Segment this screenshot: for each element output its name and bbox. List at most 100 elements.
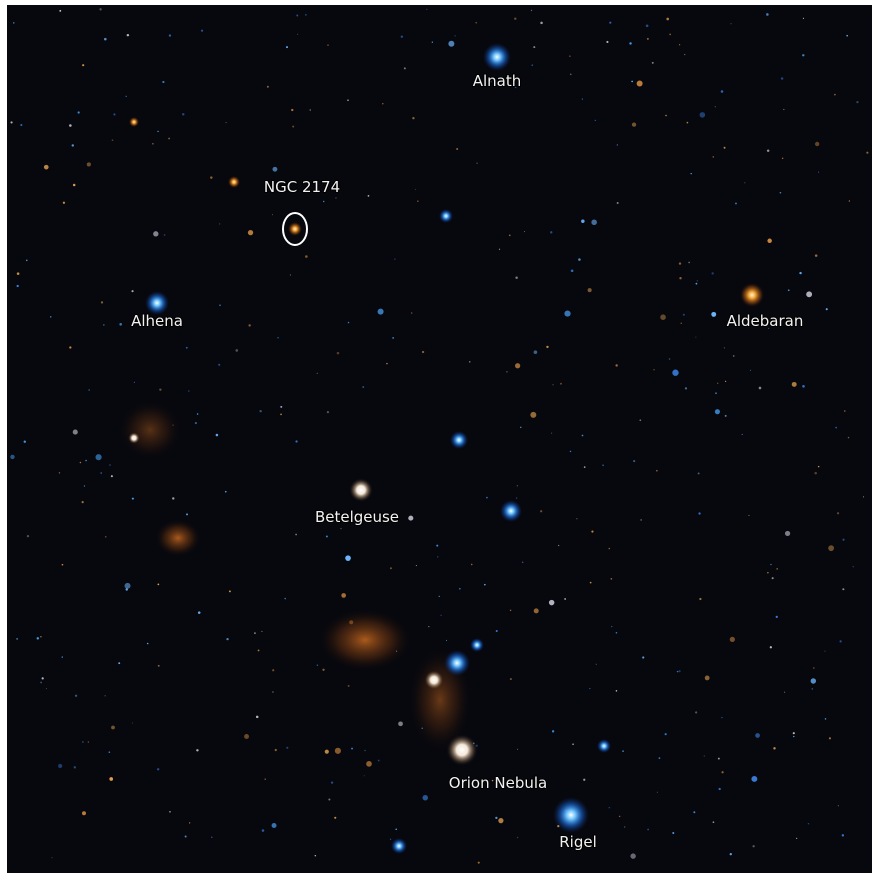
- faint-star: [697, 280, 698, 281]
- faint-star: [486, 497, 488, 499]
- faint-star: [596, 664, 597, 665]
- faint-star: [62, 564, 64, 566]
- faint-star: [803, 18, 804, 19]
- faint-star: [331, 782, 333, 784]
- faint-star: [423, 795, 428, 800]
- faint-star: [690, 173, 691, 174]
- faint-star: [696, 283, 698, 285]
- faint-star: [364, 750, 365, 751]
- star: [597, 739, 611, 753]
- faint-star: [564, 598, 566, 600]
- faint-star: [390, 839, 391, 840]
- faint-star: [169, 811, 171, 813]
- faint-star: [678, 670, 680, 672]
- faint-star: [715, 392, 716, 393]
- faint-star: [725, 381, 726, 382]
- faint-star: [475, 22, 477, 24]
- faint-star: [824, 651, 825, 652]
- faint-star: [551, 433, 552, 434]
- faint-star: [153, 231, 158, 236]
- star: [288, 222, 302, 236]
- faint-star: [844, 410, 845, 411]
- faint-star: [619, 816, 621, 818]
- faint-star: [631, 81, 633, 83]
- faint-star: [588, 288, 592, 292]
- faint-star: [59, 10, 61, 12]
- faint-star: [640, 519, 641, 520]
- star: [424, 670, 444, 690]
- faint-star: [272, 214, 273, 215]
- faint-star: [571, 269, 574, 272]
- faint-star: [157, 131, 158, 132]
- faint-star: [584, 466, 586, 468]
- star: [391, 838, 407, 854]
- faint-star: [683, 314, 685, 316]
- faint-star: [334, 817, 336, 819]
- faint-star: [88, 741, 89, 742]
- faint-star: [520, 427, 521, 428]
- faint-star: [104, 695, 105, 696]
- star: [450, 431, 468, 449]
- faint-star: [591, 219, 597, 225]
- star: [470, 638, 484, 652]
- faint-star: [17, 272, 20, 275]
- faint-star: [633, 460, 635, 462]
- faint-star: [286, 747, 288, 749]
- faint-star: [401, 35, 403, 37]
- faint-star: [127, 34, 129, 36]
- faint-star: [792, 382, 797, 387]
- faint-star: [611, 578, 613, 580]
- faint-star: [802, 54, 804, 56]
- faint-star: [398, 721, 403, 726]
- faint-star: [698, 472, 700, 474]
- faint-star: [244, 734, 249, 739]
- faint-star: [711, 312, 716, 317]
- faint-star: [715, 409, 720, 414]
- faint-star: [780, 192, 782, 194]
- faint-star: [609, 807, 611, 809]
- star: [128, 432, 140, 444]
- faint-star: [416, 565, 417, 566]
- faint-star: [842, 539, 844, 541]
- faint-star: [95, 454, 101, 460]
- faint-star: [695, 337, 696, 338]
- faint-star: [310, 109, 311, 110]
- faint-star: [715, 106, 716, 107]
- faint-star: [390, 567, 392, 569]
- faint-star: [295, 440, 297, 442]
- faint-star: [378, 309, 384, 315]
- faint-star: [459, 588, 461, 590]
- faint-star: [256, 716, 259, 719]
- faint-star: [646, 24, 649, 27]
- faint-star: [785, 531, 790, 536]
- faint-star: [368, 195, 370, 197]
- faint-star: [17, 285, 19, 287]
- faint-star: [622, 750, 624, 752]
- faint-star: [196, 749, 198, 751]
- faint-star: [652, 62, 654, 64]
- faint-star: [280, 413, 282, 415]
- faint-star: [112, 139, 114, 141]
- faint-star: [408, 516, 413, 521]
- faint-star: [219, 223, 220, 224]
- faint-star: [456, 148, 458, 150]
- faint-star: [812, 688, 814, 690]
- faint-star: [99, 8, 101, 10]
- faint-star: [478, 862, 480, 864]
- star: [444, 650, 470, 676]
- faint-star: [80, 462, 82, 464]
- faint-star: [348, 685, 350, 687]
- faint-star: [731, 23, 732, 24]
- faint-star: [677, 671, 678, 672]
- faint-star: [818, 172, 819, 173]
- faint-star: [856, 101, 858, 103]
- faint-star: [315, 855, 316, 856]
- faint-star: [50, 316, 51, 317]
- faint-star: [340, 528, 341, 529]
- faint-star: [583, 779, 585, 781]
- faint-star: [829, 737, 831, 739]
- faint-star: [653, 369, 654, 370]
- faint-star: [201, 30, 203, 32]
- faint-star: [540, 22, 543, 25]
- faint-star: [814, 472, 817, 475]
